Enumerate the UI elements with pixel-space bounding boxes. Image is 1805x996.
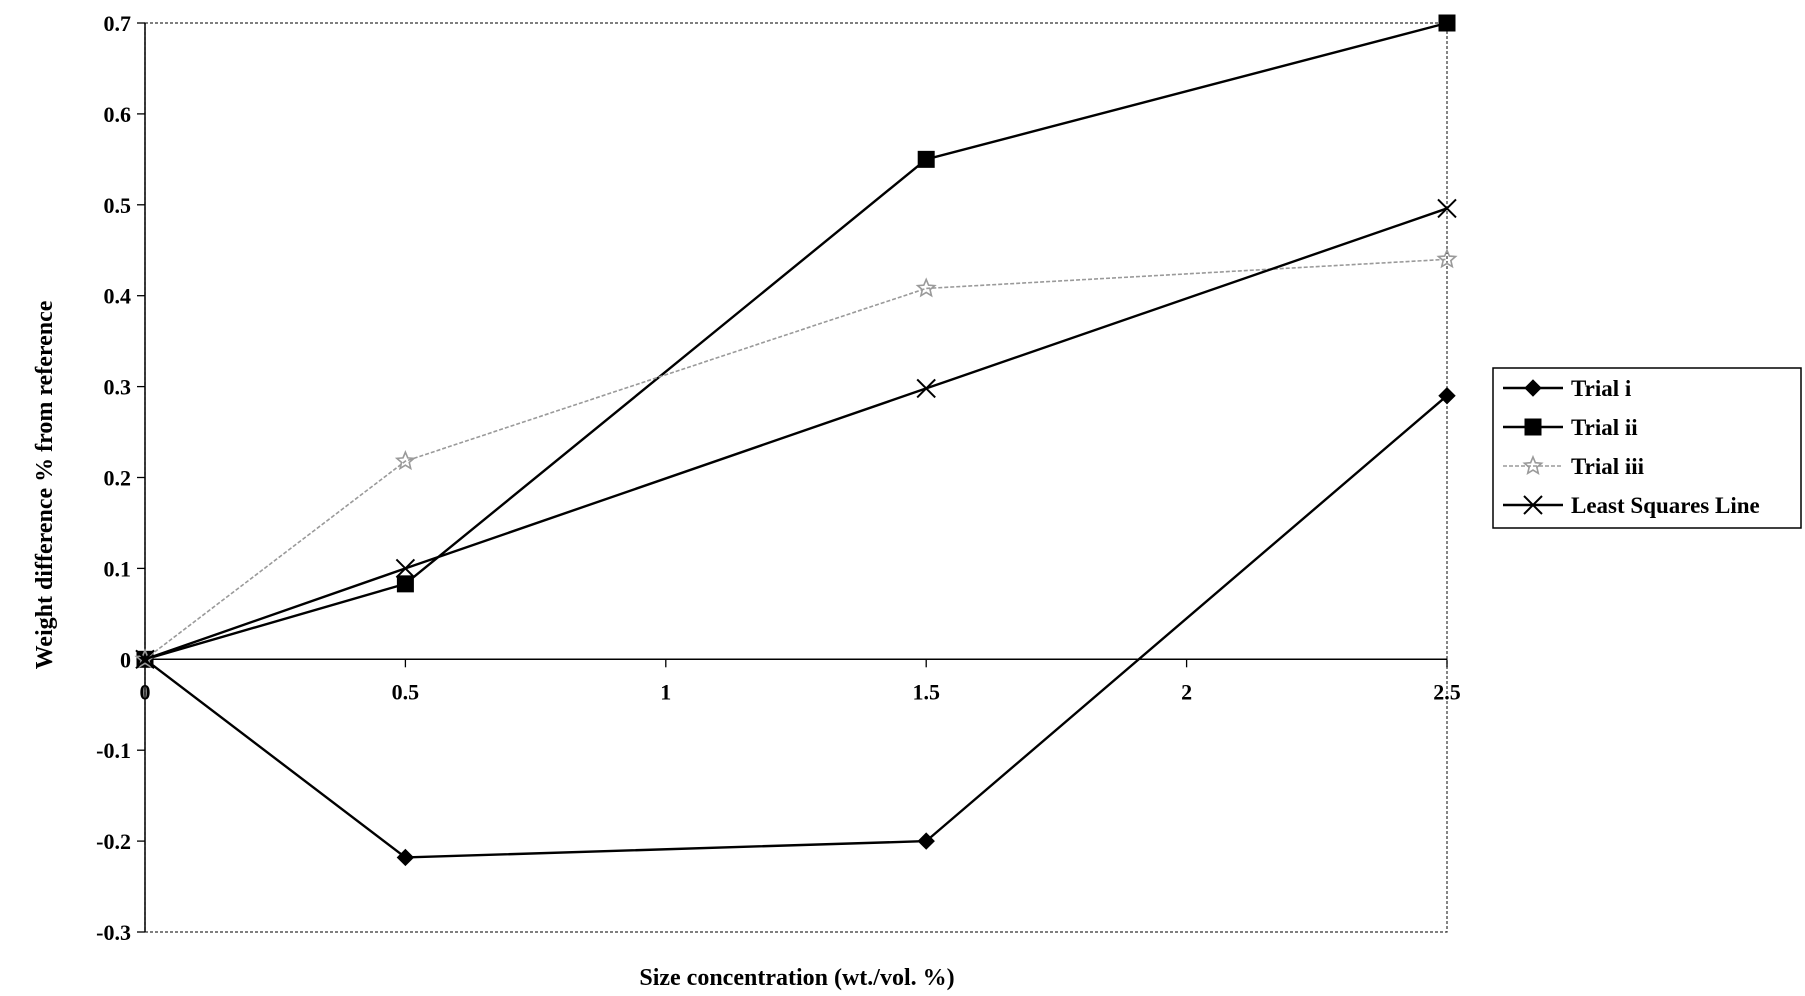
legend-label: Least Squares Line [1571, 493, 1760, 518]
data-point [396, 848, 415, 867]
data-point [1438, 386, 1456, 405]
x-tick-label: 1 [660, 679, 671, 704]
legend-label: Trial ii [1571, 415, 1638, 440]
y-tick-label: -0.3 [96, 920, 131, 945]
legend: Trial i Trial ii Trial iii Least Squares Li… [1492, 367, 1802, 529]
data-point [1437, 198, 1457, 219]
y-tick-label: -0.2 [96, 829, 131, 854]
y-axis-title: Weight difference % from reference [32, 300, 58, 669]
series-line-1 [144, 394, 1448, 859]
x-tick-label: 2.5 [1433, 679, 1461, 704]
y-tick-label: 0.3 [104, 375, 132, 400]
series-line-4 [144, 207, 1448, 661]
data-point [135, 649, 155, 670]
series-2 [136, 14, 1456, 668]
legend-marker [1524, 418, 1542, 436]
data-point [915, 277, 937, 298]
y-tick-label: -0.1 [96, 738, 131, 763]
data-point [917, 150, 935, 168]
y-tick-label: 0.7 [104, 11, 132, 36]
x-axis-title: Size concentration (wt./vol. %) [639, 965, 954, 991]
data-point [395, 558, 416, 579]
plot-area-border [144, 22, 1448, 933]
y-tick-label: 0.4 [104, 284, 132, 309]
data-point [396, 575, 414, 593]
data-point [394, 450, 416, 471]
legend-box [1492, 367, 1802, 529]
data-point [916, 378, 936, 399]
series-line-3 [144, 258, 1448, 660]
legend-marker [1522, 454, 1544, 475]
legend-marker [1523, 495, 1543, 515]
y-tick-label: 0.6 [104, 102, 132, 127]
x-tick-label: 1.5 [912, 679, 940, 704]
data-point [917, 832, 935, 850]
y-tick-label: 0.5 [104, 193, 132, 218]
y-tick-label: 0 [120, 647, 131, 672]
legend-label: Trial i [1571, 376, 1632, 401]
x-tick-label: 0 [140, 679, 151, 704]
series-1 [136, 386, 1456, 867]
y-tick-label: 0.2 [104, 466, 132, 491]
data-point [1436, 248, 1458, 269]
data-point [1438, 14, 1456, 32]
series-4 [135, 198, 1457, 670]
series-line-2 [144, 21, 1448, 661]
x-tick-label: 2 [1181, 679, 1192, 704]
legend-label: Trial iii [1571, 454, 1645, 479]
legend-marker [1524, 379, 1542, 397]
y-tick-label: 0.1 [104, 556, 132, 581]
x-tick-label: 0.5 [392, 679, 420, 704]
